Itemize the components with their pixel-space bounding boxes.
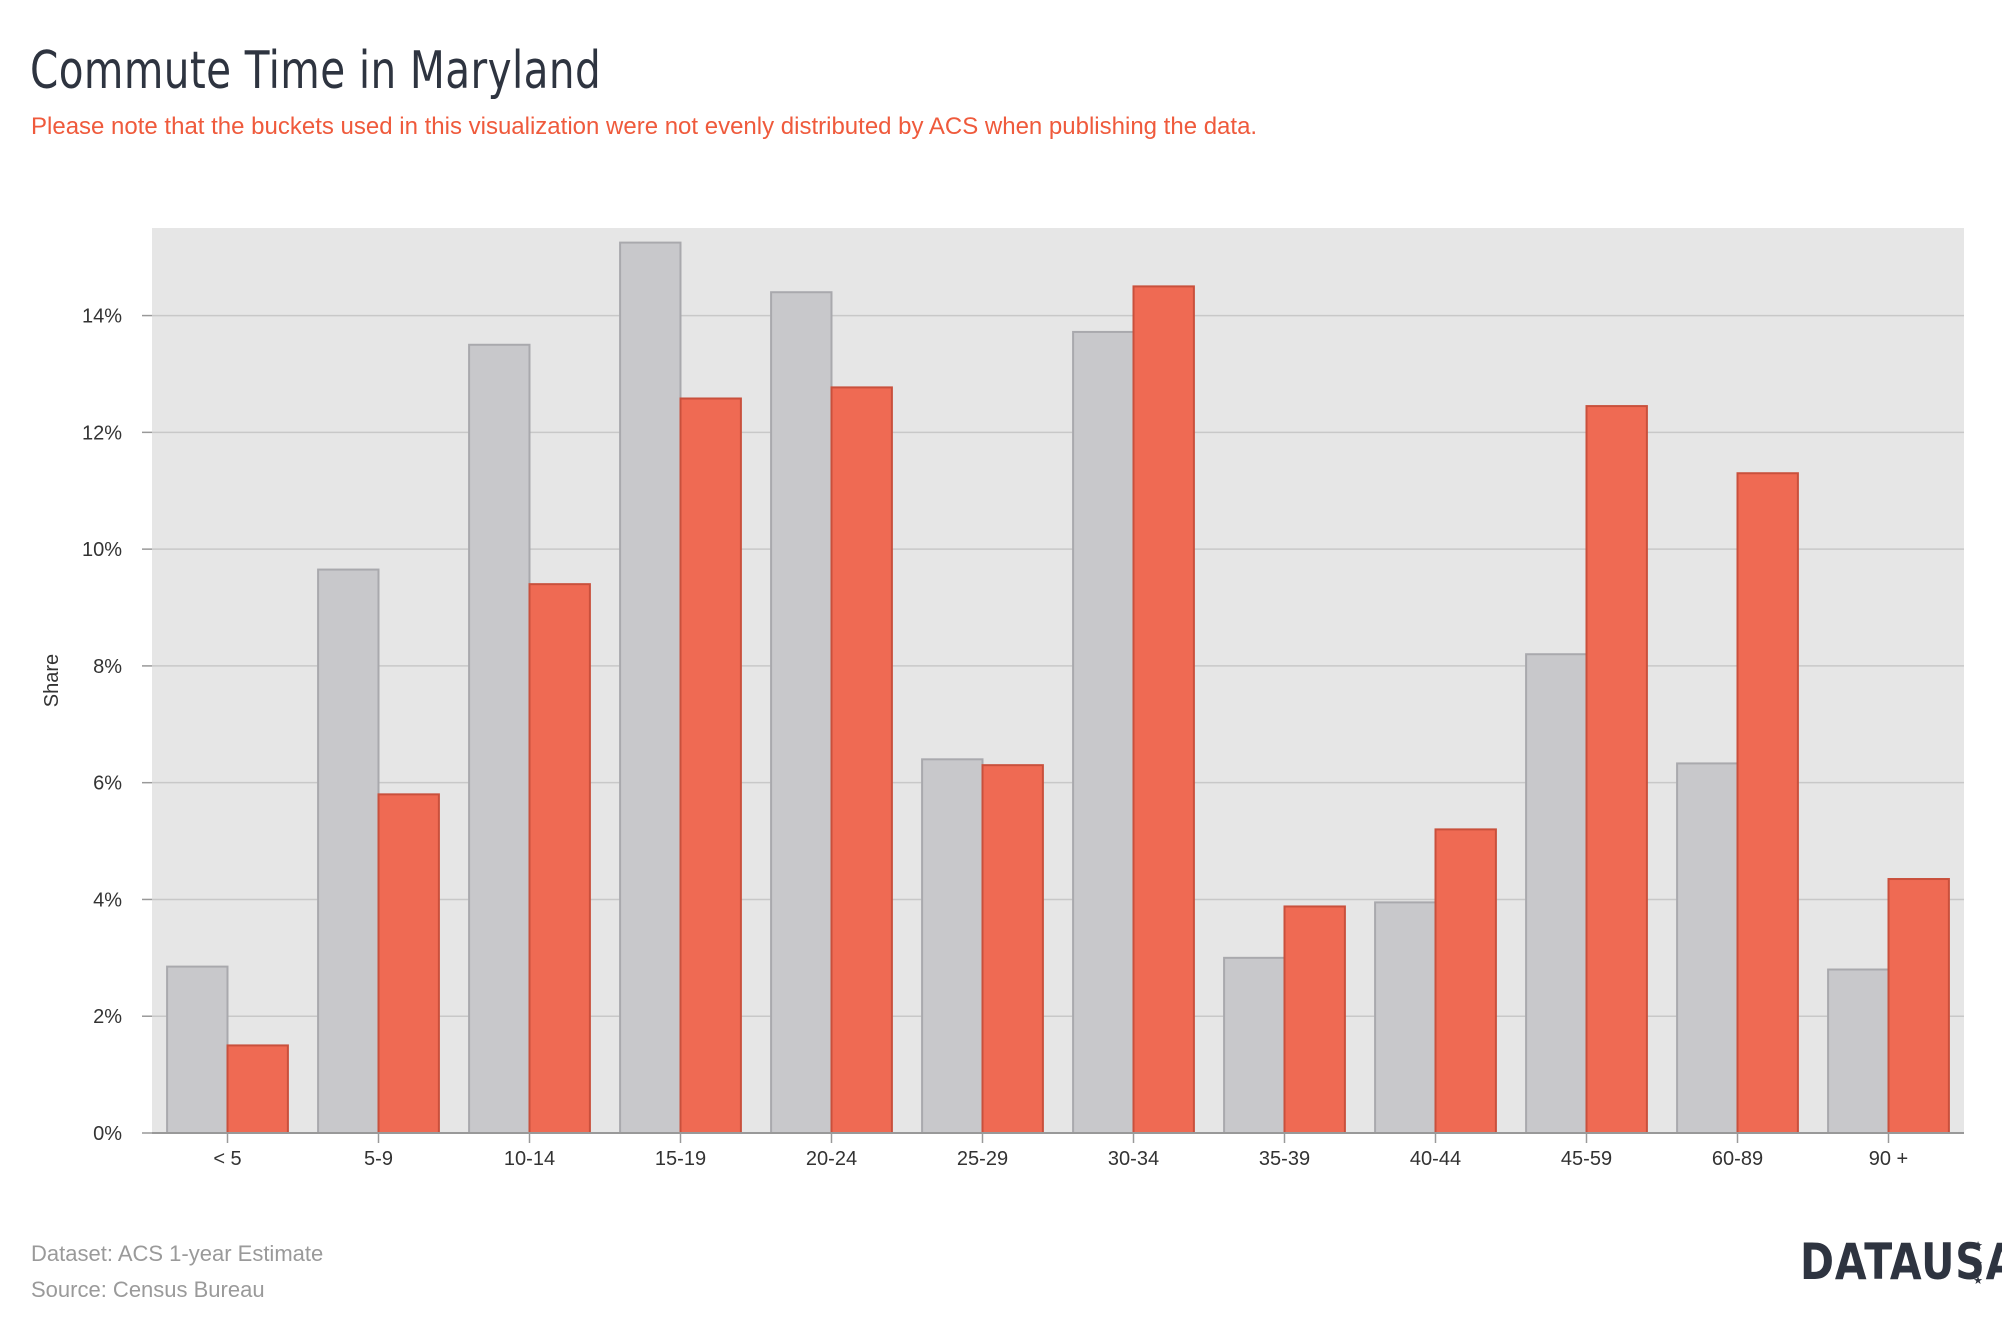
- bar-red[interactable]: [226, 1044, 289, 1134]
- y-tick-label: 6%: [93, 773, 122, 795]
- grid-lines: [152, 314, 1964, 1017]
- bar-red[interactable]: [1585, 405, 1648, 1135]
- x-tick-label: 25-29: [957, 1148, 1008, 1170]
- y-tick-label: 0%: [93, 1123, 122, 1145]
- y-tick-label: 12%: [82, 422, 122, 444]
- bar-gray[interactable]: [1374, 901, 1437, 1134]
- x-tick-label: 45-59: [1561, 1148, 1612, 1170]
- bar-red[interactable]: [981, 764, 1044, 1135]
- bar-red[interactable]: [1434, 828, 1497, 1134]
- bar-gray[interactable]: [921, 758, 984, 1134]
- y-tick-label: 14%: [82, 306, 122, 328]
- x-tick-label: 15-19: [655, 1148, 706, 1170]
- bar-gray[interactable]: [468, 343, 531, 1135]
- y-axis-ticks: 0% 2% 4% 6% 8% 10% 12% 14%: [82, 306, 152, 1145]
- y-tick-label: 4%: [93, 889, 122, 911]
- bar-gray[interactable]: [1676, 762, 1739, 1134]
- x-tick-label: 20-24: [806, 1148, 857, 1170]
- dataset-note: Dataset: ACS 1-year Estimate: [31, 1241, 324, 1266]
- bar-red[interactable]: [1132, 285, 1195, 1134]
- bar-gray[interactable]: [317, 568, 380, 1134]
- y-tick-label: 8%: [93, 656, 122, 678]
- bar-gray[interactable]: [770, 291, 833, 1134]
- bar-red[interactable]: [679, 397, 742, 1135]
- bar-red[interactable]: [1283, 905, 1346, 1134]
- x-tick-label: 40-44: [1410, 1148, 1461, 1170]
- x-tick-label: 60-89: [1712, 1148, 1763, 1170]
- bar-gray[interactable]: [1525, 653, 1588, 1135]
- logo-text: DATAUSA: [1800, 1233, 2002, 1291]
- bar-gray[interactable]: [166, 965, 229, 1135]
- bar-gray[interactable]: [1223, 956, 1286, 1134]
- bar-red[interactable]: [377, 793, 440, 1135]
- chart-title: Commute Time in Maryland: [30, 41, 602, 101]
- y-tick-label: 2%: [93, 1006, 122, 1028]
- x-tick-label: < 5: [213, 1148, 241, 1170]
- x-tick-label: 30-34: [1108, 1148, 1159, 1170]
- source-note: Source: Census Bureau: [31, 1277, 265, 1302]
- y-axis-label: Share: [41, 654, 63, 707]
- x-tick-label: 10-14: [504, 1148, 555, 1170]
- chart-subtitle: Please note that the buckets used in thi…: [31, 113, 1258, 140]
- x-tick-label: 35-39: [1259, 1148, 1310, 1170]
- bar-red[interactable]: [1736, 472, 1799, 1134]
- x-tick-label: 90 +: [1869, 1148, 1908, 1170]
- x-axis-ticks: < 5 5-9 10-14 15-19 20-24 25-29 30-34 35-39 40-4…: [213, 1133, 1908, 1170]
- bar-red[interactable]: [830, 386, 893, 1134]
- bar-gray[interactable]: [1827, 968, 1890, 1134]
- stars-icon: ★ ★ ★: [1973, 1239, 1983, 1287]
- y-tick-label: 10%: [82, 539, 122, 561]
- bar-gray[interactable]: [1072, 330, 1135, 1135]
- bar-red[interactable]: [528, 583, 591, 1134]
- x-tick-label: 5-9: [364, 1148, 393, 1170]
- datausa-logo[interactable]: DATAUSA ★ ★ ★: [1800, 1232, 2002, 1292]
- bar-gray[interactable]: [619, 241, 682, 1134]
- plot-background: [152, 228, 1964, 1133]
- bar-red[interactable]: [1887, 878, 1950, 1134]
